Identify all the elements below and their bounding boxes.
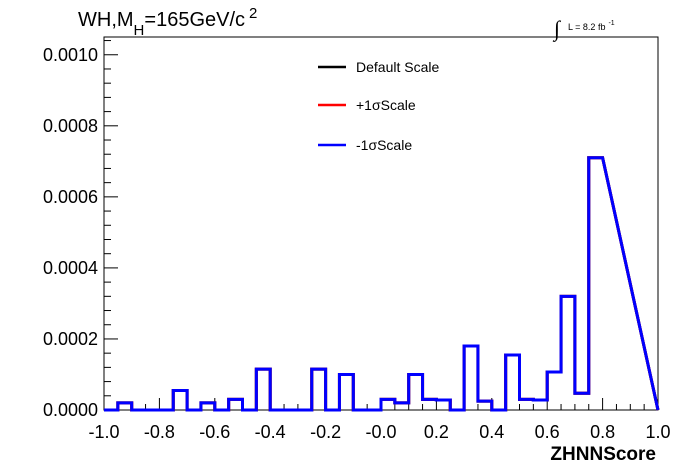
x-tick-label: 0.4 [479,422,504,442]
x-axis: -1.0 -0.8 -0.6 -0.4 -0.2 -0.0 0.2 0.4 0.6 0.8 1.0 [88,398,671,442]
title-prefix: WH,M [78,9,134,31]
x-tick-label: -1.0 [88,422,119,442]
plot-title: WH,MH=165GeV/c 2 [78,5,257,39]
y-tick-label: 0.0006 [43,187,98,207]
y-tick-label: 0.0004 [43,258,98,278]
y-axis: 0.0000 0.0002 0.0004 0.0006 0.0008 0.0010 [43,40,118,420]
y-tick-label: 0.0010 [43,45,98,65]
x-axis-title: ZHNNScore [550,444,656,465]
legend-label-default: Default Scale [356,59,439,75]
x-tick-label: 0.8 [590,422,615,442]
series-line-2 [104,156,660,412]
legend-label-plus1sigma: +1σScale [356,97,416,113]
x-tick-label: -0.0 [365,422,396,442]
lumi-label: L = 8.2 fb -1 [568,20,615,32]
legend: Default Scale +1σScale -1σScale [318,59,439,153]
x-tick-label: -0.2 [310,422,341,442]
legend-label-minus1sigma: -1σScale [356,137,412,153]
lumi-exponent: -1 [608,20,614,27]
lumi-text: L = 8.2 fb [568,22,605,32]
lumi-integral: ∫ [552,16,562,42]
x-tick-label: 0.2 [424,422,449,442]
x-tick-label: -0.6 [199,422,230,442]
y-tick-label: 0.0000 [43,400,98,420]
y-tick-label: 0.0008 [43,116,98,136]
histogram-series [104,156,660,412]
title-superscript: 2 [249,5,257,22]
x-tick-label: -0.4 [255,422,286,442]
y-tick-label: 0.0002 [43,329,98,349]
x-tick-label: -0.8 [144,422,175,442]
title-subscript: H [134,22,145,39]
title-mid: =165GeV/c [144,9,245,31]
x-tick-label: 0.6 [535,422,560,442]
x-tick-label: 1.0 [645,422,670,442]
